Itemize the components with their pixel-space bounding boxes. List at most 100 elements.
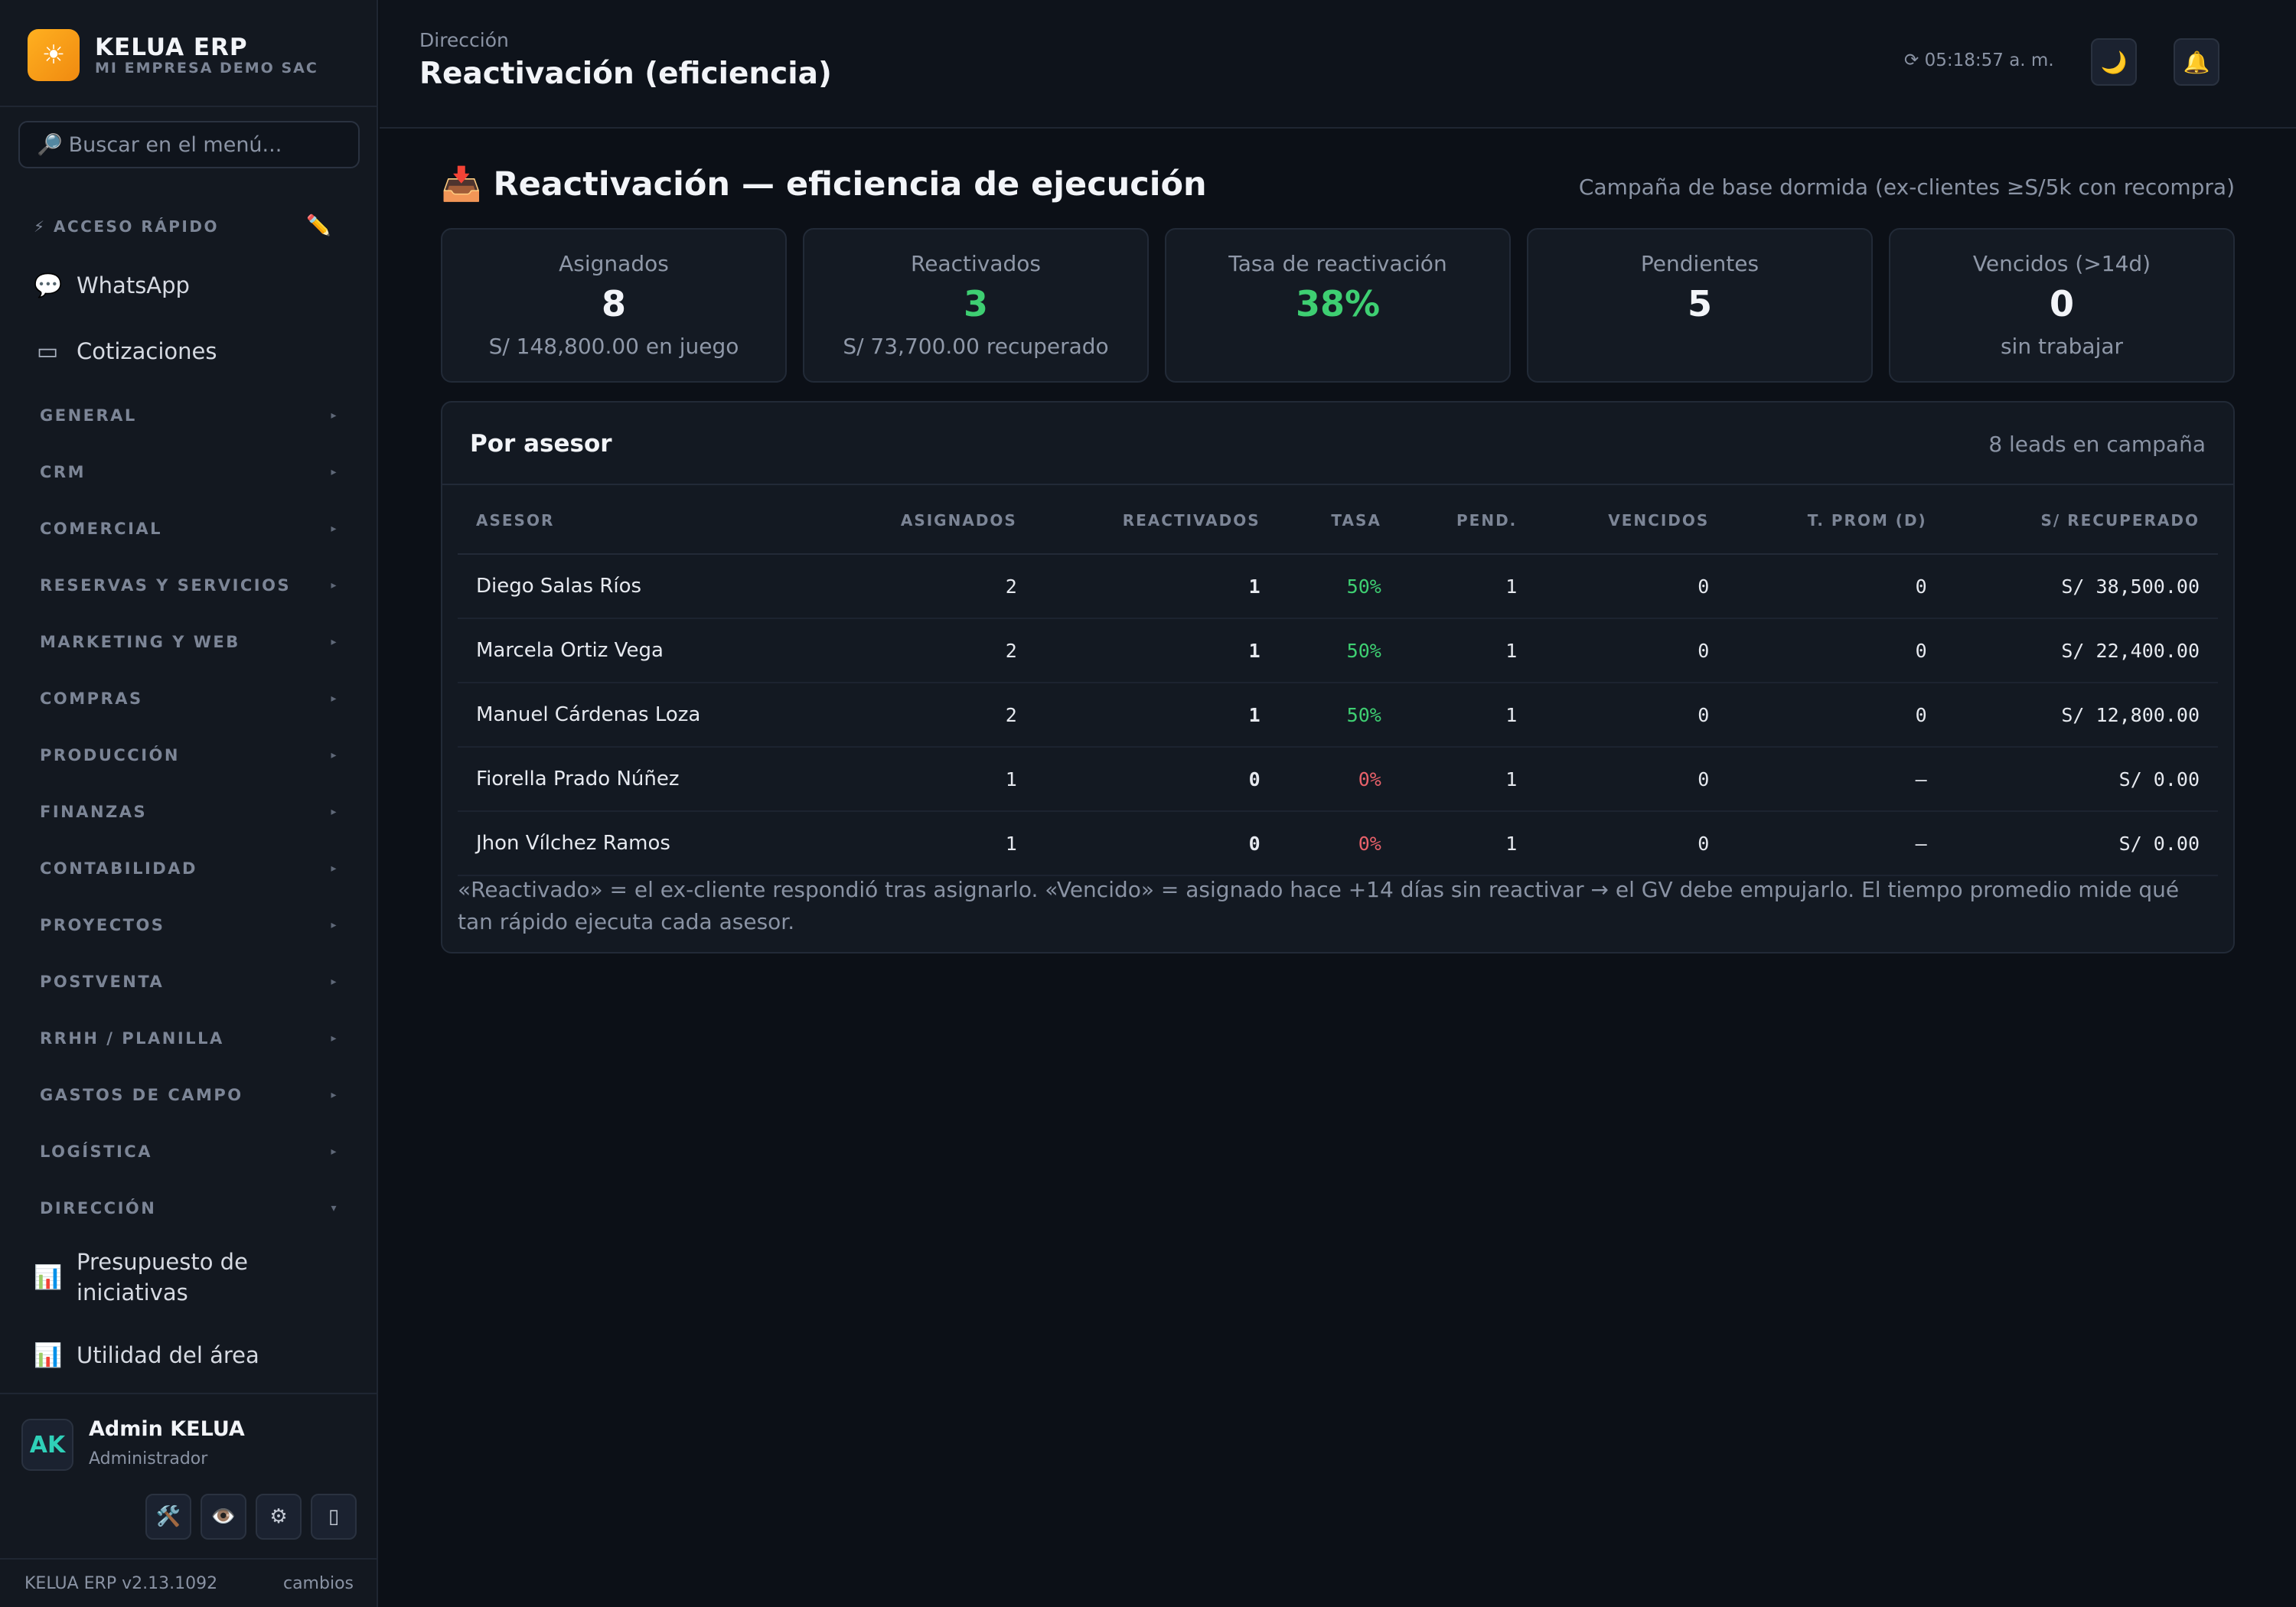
section-direccion[interactable]: DIRECCIÓN ▾: [40, 1193, 338, 1224]
section-title: 📥 Reactivación — eficiencia de ejecución: [441, 165, 1207, 204]
col-asesor[interactable]: ASESOR: [458, 487, 822, 555]
kpi-label: Vencidos (>14d): [1972, 251, 2151, 276]
col-tiempo-promedio[interactable]: T. PROM (D): [1727, 487, 1945, 555]
chevron-right-icon: ▸: [331, 806, 338, 818]
menu-search-box[interactable]: 🔎: [18, 121, 360, 168]
cell-reactivados: 1: [1035, 618, 1279, 683]
page-title: Reactivación (eficiencia): [419, 57, 832, 91]
table-header-row: ASESOR ASIGNADOS REACTIVADOS TASA PEND. …: [458, 487, 2218, 555]
eye-icon[interactable]: 👁️: [201, 1494, 246, 1540]
section-label: FINANZAS: [40, 803, 148, 821]
chevron-right-icon: ▸: [331, 749, 338, 761]
chevron-right-icon: ▸: [331, 466, 338, 478]
chevron-right-icon: ▸: [331, 862, 338, 875]
col-pendientes[interactable]: PEND.: [1399, 487, 1536, 555]
chevron-down-icon: ▾: [331, 1202, 338, 1214]
section-reservas[interactable]: RESERVAS Y SERVICIOS ▸: [40, 570, 338, 601]
bar-chart-icon: 📊: [34, 1341, 63, 1369]
col-reactivados[interactable]: REACTIVADOS: [1035, 487, 1279, 555]
section-label: LOGÍSTICA: [40, 1143, 152, 1161]
section-compras[interactable]: COMPRAS ▸: [40, 683, 338, 714]
chevron-right-icon: ▸: [331, 1089, 338, 1101]
section-label: CRM: [40, 463, 86, 481]
kpi-vencidos: Vencidos (>14d) 0 sin trabajar: [1889, 228, 2235, 383]
cell-pendientes: 1: [1399, 811, 1536, 876]
kpi-tasa-reactivacion: Tasa de reactivación 38%: [1165, 228, 1511, 383]
sidebar-item-utilidad[interactable]: 📊 Utilidad del área: [18, 1330, 360, 1380]
chevron-right-icon: ▸: [331, 409, 338, 422]
section-gastos-campo[interactable]: GASTOS DE CAMPO ▸: [40, 1080, 338, 1110]
section-comercial[interactable]: COMERCIAL ▸: [40, 513, 338, 544]
section-marketing[interactable]: MARKETING Y WEB ▸: [40, 627, 338, 657]
col-recuperado[interactable]: S/ RECUPERADO: [1945, 487, 2218, 555]
cell-tiempo-promedio: 0: [1727, 554, 1945, 619]
col-tasa[interactable]: TASA: [1278, 487, 1400, 555]
section-general[interactable]: GENERAL ▸: [40, 400, 338, 431]
top-bar: Dirección Reactivación (eficiencia) ⟳ 05…: [380, 0, 2296, 129]
section-proyectos[interactable]: PROYECTOS ▸: [40, 910, 338, 940]
avatar[interactable]: AK: [21, 1419, 73, 1471]
cell-reactivados: 1: [1035, 683, 1279, 748]
panel-icon[interactable]: ▯: [311, 1494, 357, 1540]
chevron-right-icon: ▸: [331, 636, 338, 648]
section-label: CONTABILIDAD: [40, 859, 197, 878]
col-vencidos[interactable]: VENCIDOS: [1535, 487, 1728, 555]
chevron-right-icon: ▸: [331, 919, 338, 931]
refresh-clock: ⟳ 05:18:57 a. m.: [1904, 51, 2054, 70]
kpi-value: 8: [601, 283, 626, 324]
cell-tiempo-promedio: 0: [1727, 618, 1945, 683]
quick-link-cotizaciones[interactable]: ▭ Cotizaciones: [18, 326, 360, 376]
menu-search-input[interactable]: [68, 132, 358, 157]
bell-icon[interactable]: 🔔: [2174, 38, 2219, 86]
section-label: PROYECTOS: [40, 916, 165, 934]
brand-header[interactable]: ☀ KELUA ERP MI EMPRESA DEMO SAC: [0, 0, 378, 107]
table-row[interactable]: Manuel Cárdenas Loza 2 1 50% 1 0 0 S/ 12…: [458, 683, 2218, 748]
kpi-pendientes: Pendientes 5: [1527, 228, 1873, 383]
breadcrumb[interactable]: Dirección: [419, 29, 509, 51]
tools-icon[interactable]: 🛠️: [145, 1494, 191, 1540]
company-name: MI EMPRESA DEMO SAC: [95, 60, 318, 77]
quick-link-label: Cotizaciones: [77, 338, 217, 364]
advisor-panel: Por asesor 8 leads en campaña ASESOR ASI…: [441, 401, 2235, 953]
gear-icon[interactable]: ⚙: [256, 1494, 302, 1540]
section-contabilidad[interactable]: CONTABILIDAD ▸: [40, 853, 338, 884]
section-label: DIRECCIÓN: [40, 1199, 157, 1217]
sidebar-footer: KELUA ERP v2.13.1092 cambios: [0, 1558, 378, 1607]
table-row[interactable]: Diego Salas Ríos 2 1 50% 1 0 0 S/ 38,500…: [458, 554, 2218, 619]
panel-title: Por asesor: [470, 430, 612, 458]
table-row[interactable]: Marcela Ortiz Vega 2 1 50% 1 0 0 S/ 22,4…: [458, 618, 2218, 683]
cell-tasa: 0%: [1278, 811, 1400, 876]
kpi-label: Asignados: [559, 251, 669, 276]
section-logistica[interactable]: LOGÍSTICA ▸: [40, 1136, 338, 1167]
user-panel: AK Admin KELUA Administrador 🛠️ 👁️ ⚙ ▯: [0, 1393, 378, 1558]
chevron-right-icon: ▸: [331, 1032, 338, 1045]
kpi-note: sin trabajar: [2000, 334, 2124, 359]
quick-access-title: ⚡ ACCESO RÁPIDO: [34, 217, 219, 236]
cell-asesor: Fiorella Prado Núñez: [458, 747, 822, 812]
kpi-label: Reactivados: [911, 251, 1041, 276]
section-postventa[interactable]: POSTVENTA ▸: [40, 966, 338, 997]
moon-icon[interactable]: 🌙: [2091, 38, 2137, 86]
sidebar-item-presupuesto[interactable]: 📊 Presupuesto de iniciativas: [18, 1244, 360, 1310]
cell-asesor: Diego Salas Ríos: [458, 554, 822, 619]
cell-pendientes: 1: [1399, 554, 1536, 619]
cell-asesor: Manuel Cárdenas Loza: [458, 683, 822, 748]
cell-vencidos: 0: [1535, 554, 1728, 619]
section-finanzas[interactable]: FINANZAS ▸: [40, 797, 338, 827]
search-icon: 🔎: [37, 133, 63, 157]
col-asignados[interactable]: ASIGNADOS: [822, 487, 1035, 555]
cell-reactivados: 0: [1035, 747, 1279, 812]
section-crm[interactable]: CRM ▸: [40, 457, 338, 487]
edit-icon[interactable]: ✏️: [306, 214, 331, 237]
cell-vencidos: 0: [1535, 811, 1728, 876]
quick-link-whatsapp[interactable]: 💬 WhatsApp: [18, 260, 360, 311]
sidebar-item-label: Presupuesto de iniciativas: [77, 1249, 248, 1305]
changes-link[interactable]: cambios: [282, 1573, 354, 1593]
kpi-asignados: Asignados 8 S/ 148,800.00 en juego: [441, 228, 787, 383]
kpi-value: 38%: [1295, 283, 1381, 324]
table-row[interactable]: Jhon Vílchez Ramos 1 0 0% 1 0 — S/ 0.00: [458, 811, 2218, 876]
section-rrhh[interactable]: RRHH / PLANILLA ▸: [40, 1023, 338, 1054]
table-row[interactable]: Fiorella Prado Núñez 1 0 0% 1 0 — S/ 0.0…: [458, 747, 2218, 812]
cell-reactivados: 0: [1035, 811, 1279, 876]
section-produccion[interactable]: PRODUCCIÓN ▸: [40, 740, 338, 771]
